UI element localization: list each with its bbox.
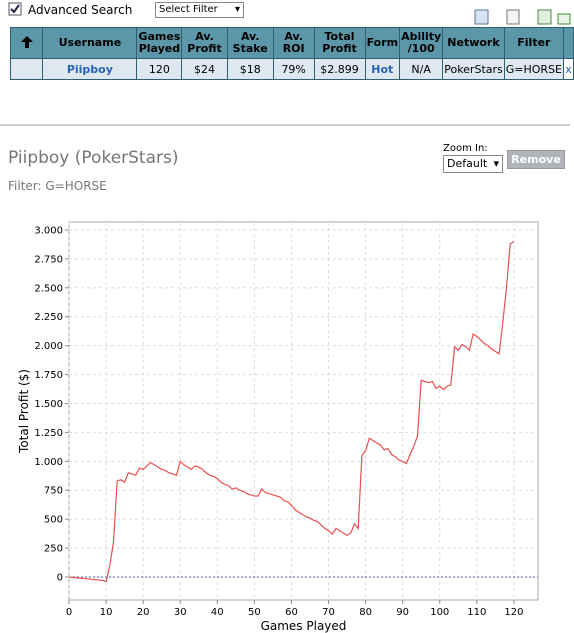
y-tick-label: 2.250 bbox=[34, 312, 63, 323]
players-table: Username Games Played Av. Profit Av. Stake A… bbox=[9, 27, 574, 80]
x-tick-label: 50 bbox=[248, 607, 261, 618]
column-header[interactable]: Games Played bbox=[136, 27, 183, 59]
x-tick-label: 110 bbox=[467, 607, 486, 618]
column-header[interactable]: Total Profit bbox=[313, 27, 366, 59]
y-tick-label: 500 bbox=[44, 515, 63, 526]
x-tick-label: 100 bbox=[430, 607, 449, 618]
column-header[interactable]: Av. ROI bbox=[272, 27, 315, 59]
column-header bbox=[563, 27, 574, 59]
check-mark bbox=[10, 4, 20, 14]
y-tick-label: 3.000 bbox=[34, 225, 63, 236]
column-header[interactable]: Network bbox=[442, 27, 505, 59]
search-label: Advanced Search bbox=[28, 3, 133, 17]
y-tick-label: 0 bbox=[57, 572, 63, 583]
cell[interactable]: Hot bbox=[364, 58, 401, 80]
zoom-label: Zoom In: bbox=[443, 143, 488, 154]
player-filter: Filter: G=HORSE bbox=[8, 179, 107, 193]
y-tick-label: 1.000 bbox=[34, 457, 63, 468]
x-tick-label: 0 bbox=[66, 607, 72, 618]
y-tick-label: 1.750 bbox=[34, 370, 63, 381]
x-tick-label: 60 bbox=[285, 607, 298, 618]
column-header[interactable]: Ability /100 bbox=[399, 27, 444, 59]
remove-button[interactable]: Remove bbox=[507, 150, 565, 169]
y-tick-label: 250 bbox=[44, 544, 63, 555]
player-title: Piipboy (PokerStars) bbox=[8, 148, 179, 168]
y-tick-label: 750 bbox=[44, 486, 63, 497]
zoom-select-text: Default bbox=[447, 157, 488, 170]
zoom-select[interactable]: Default ▾ bbox=[443, 155, 503, 173]
cell[interactable]: x bbox=[563, 58, 574, 80]
column-header[interactable]: Form bbox=[364, 27, 401, 59]
cell: PokerStars bbox=[442, 58, 505, 80]
cell: $2.899 bbox=[313, 58, 366, 80]
icon[interactable] bbox=[557, 13, 571, 25]
icon[interactable] bbox=[537, 9, 552, 25]
column-header[interactable]: Av. Profit bbox=[181, 27, 228, 59]
x-tick-label: 70 bbox=[322, 607, 335, 618]
y-tick-label: 1.250 bbox=[34, 428, 63, 439]
data-line bbox=[68, 241, 515, 583]
column-header[interactable]: Av. Stake bbox=[226, 27, 274, 59]
y-tick-label: 1.500 bbox=[34, 399, 63, 410]
cell: G=HORSE bbox=[503, 58, 565, 80]
x-tick-label: 30 bbox=[174, 607, 187, 618]
cell[interactable]: Piipboy bbox=[42, 58, 138, 80]
x-tick-label: 10 bbox=[100, 607, 113, 618]
x-tick-label: 90 bbox=[396, 607, 409, 618]
cell: $24 bbox=[181, 58, 228, 80]
filter-select[interactable]: Select Filter ▾ bbox=[155, 2, 244, 18]
cell bbox=[9, 58, 44, 80]
cell: 120 bbox=[136, 58, 183, 80]
x-tick-label: 80 bbox=[359, 607, 372, 618]
y-tick-label: 2.750 bbox=[34, 254, 63, 265]
filter-select-text: Select Filter bbox=[159, 4, 218, 15]
icon[interactable] bbox=[474, 9, 489, 25]
y-tick-label: 2.000 bbox=[34, 341, 63, 352]
column-header[interactable]: Filter bbox=[503, 27, 565, 59]
y-axis-label: Total Profit ($) bbox=[17, 369, 31, 454]
y-tick-label: 2.500 bbox=[34, 283, 63, 294]
column-header[interactable]: Username bbox=[42, 27, 138, 59]
x-tick-label: 20 bbox=[137, 607, 150, 618]
sort-header[interactable] bbox=[9, 27, 44, 59]
cell: 79% bbox=[272, 58, 315, 80]
x-tick-label: 40 bbox=[211, 607, 224, 618]
plot-area bbox=[68, 221, 539, 601]
x-axis-label: Games Played bbox=[261, 619, 347, 633]
x-tick-label: 120 bbox=[504, 607, 523, 618]
cell: N/A bbox=[399, 58, 444, 80]
icon[interactable] bbox=[506, 9, 520, 25]
cell: $18 bbox=[226, 58, 274, 80]
